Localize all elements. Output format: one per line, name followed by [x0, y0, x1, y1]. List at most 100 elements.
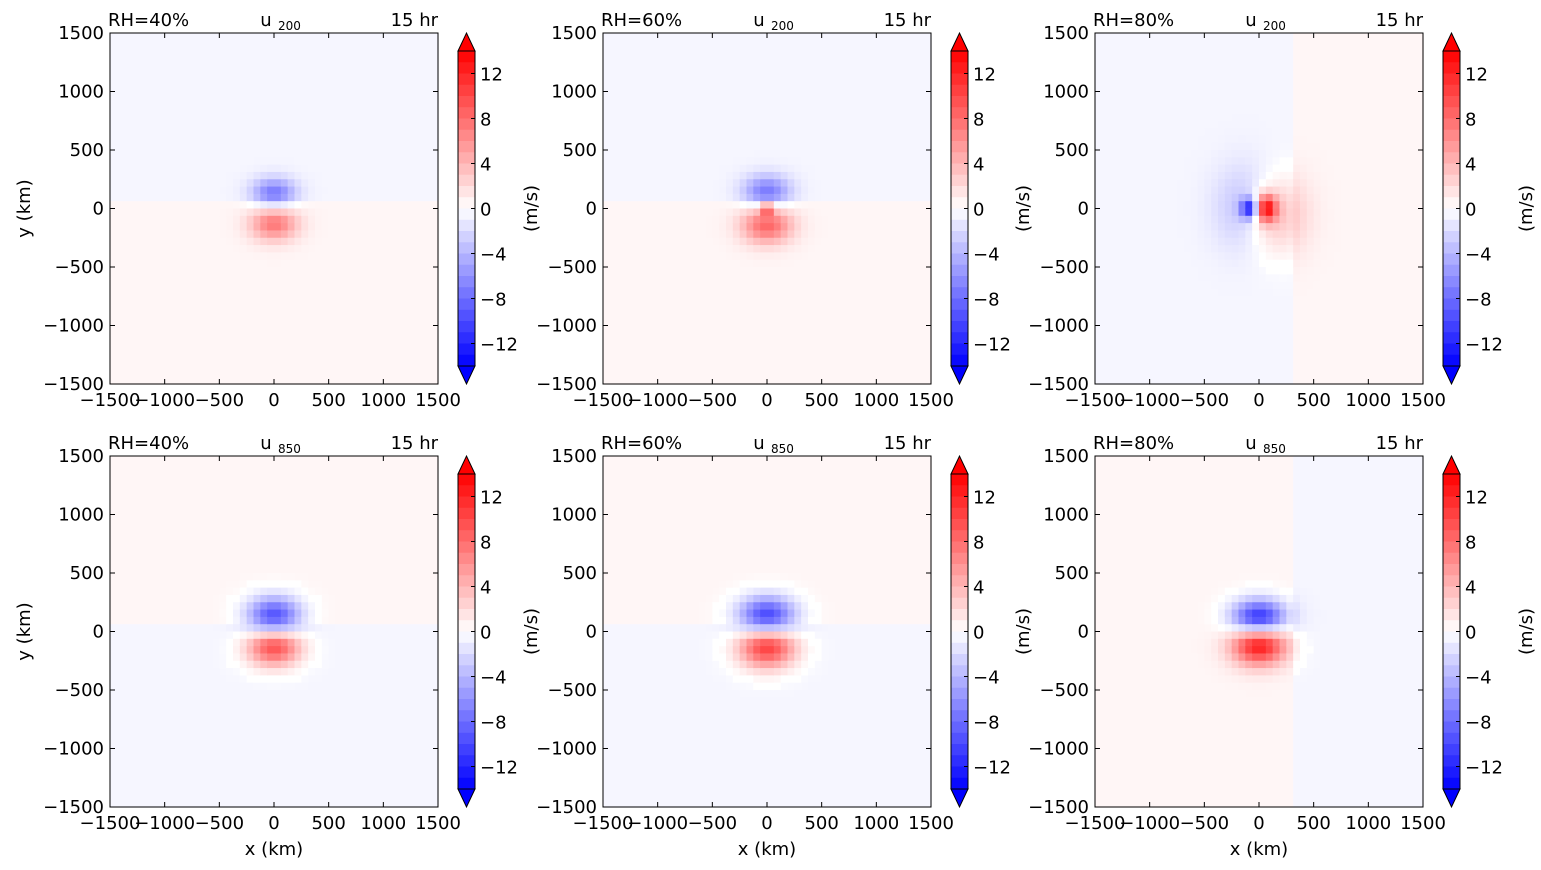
y-tick-label: −500	[1040, 680, 1089, 701]
x-tick-label: 0	[268, 390, 279, 411]
x-tick-label: 0	[1253, 813, 1264, 834]
colorbar-extend-min	[457, 365, 476, 386]
colorbar-tick-label: 12	[973, 65, 996, 86]
y-tick-label: 1000	[1043, 505, 1089, 526]
title-right: 15 hr	[1376, 10, 1424, 31]
colorbar-label-right: (m/s)	[1516, 608, 1537, 655]
title-left: RH=80%	[1093, 433, 1174, 454]
x-tick-label: 1500	[1400, 813, 1446, 834]
colorbar-tick-label: 12	[1465, 65, 1488, 86]
y-tick-label: 1500	[58, 446, 104, 467]
title-right: 15 hr	[1376, 433, 1424, 454]
colorbar-tick-label: −4	[1465, 245, 1492, 266]
x-tick-label: 1000	[1345, 813, 1391, 834]
title-subscript: 850	[771, 442, 794, 456]
x-tick-label: 1000	[1345, 390, 1391, 411]
colorbar-tick-label: −12	[973, 335, 1011, 356]
y-tick-label: −1000	[536, 316, 597, 337]
y-tick-label: 0	[586, 199, 597, 220]
x-tick-label: 0	[761, 813, 772, 834]
y-tick-label: −1000	[43, 316, 104, 337]
colorbar-tick-label: 4	[1465, 155, 1476, 176]
x-tick-label: −1000	[1119, 813, 1180, 834]
title-subscript: 850	[278, 442, 301, 456]
colorbar-tick-label: −4	[480, 245, 507, 266]
x-tick-label: 1500	[415, 813, 461, 834]
title-center: u	[753, 10, 764, 31]
colorbar: 12 8 4 0 −4 −8 −12	[1442, 31, 1503, 386]
panel-1: −1500−1000 −500 0 500 1000 1500150010005000−5…	[14, 10, 518, 411]
x-tick-label: −1000	[134, 813, 195, 834]
colorbar-tick-label: −4	[480, 668, 507, 689]
y-tick-label: 1500	[58, 23, 104, 44]
colorbar: 12 8 4 0 −4 −8 −12	[457, 454, 518, 809]
colorbar-tick-label: 0	[973, 623, 984, 644]
title-left: RH=80%	[1093, 10, 1174, 31]
colorbar-extend-min	[950, 365, 969, 386]
colorbar-extend-max	[1442, 31, 1461, 52]
colorbar-label: (m/s)	[1013, 608, 1034, 655]
title-center: u	[1245, 10, 1256, 31]
y-tick-label: −1500	[1028, 374, 1089, 395]
y-tick-label: −1500	[536, 797, 597, 818]
y-axis-label: y (km)	[14, 602, 35, 660]
x-tick-label: 1000	[360, 390, 406, 411]
y-tick-label: −500	[548, 257, 597, 278]
x-tick-label: −1000	[627, 813, 688, 834]
colorbar-tick-label: 8	[973, 110, 984, 131]
y-tick-label: 500	[70, 563, 104, 584]
x-tick-label: −1500	[80, 390, 141, 411]
x-tick-label: 1500	[908, 390, 954, 411]
title-left: RH=60%	[601, 433, 682, 454]
x-tick-label: −500	[195, 813, 244, 834]
x-tick-label: −1000	[134, 390, 195, 411]
x-tick-label: −1500	[1065, 813, 1126, 834]
colorbar-tick-label: 0	[973, 200, 984, 221]
colorbar-label: (m/s)	[521, 185, 542, 232]
colorbar-extend-min	[1442, 365, 1461, 386]
x-tick-label: 1000	[360, 813, 406, 834]
y-tick-label: −1000	[1028, 316, 1089, 337]
x-tick-label: −1500	[1065, 390, 1126, 411]
x-tick-label: 1500	[415, 390, 461, 411]
x-tick-label: 0	[268, 813, 279, 834]
colorbar-tick-label: 12	[973, 488, 996, 509]
title-right: 15 hr	[884, 10, 932, 31]
colorbar-tick-label: −12	[973, 758, 1011, 779]
colorbar-extend-max	[1442, 454, 1461, 475]
colorbar-tick-label: 0	[1465, 623, 1476, 644]
x-tick-label: 1000	[853, 813, 899, 834]
x-tick-label: 500	[1296, 390, 1330, 411]
x-tick-label: 0	[761, 390, 772, 411]
heatmap-field	[603, 456, 932, 808]
colorbar-extend-min	[950, 788, 969, 809]
title-subscript: 850	[1263, 442, 1286, 456]
colorbar-tick-label: −8	[480, 713, 507, 734]
title-right: 15 hr	[391, 10, 439, 31]
y-tick-label: −500	[55, 257, 104, 278]
title-center: u	[260, 433, 271, 454]
colorbar-tick-label: −4	[973, 245, 1000, 266]
y-tick-label: 500	[1055, 140, 1089, 161]
colorbar-extend-max	[950, 454, 969, 475]
panel-4: −1500−1000 −500 0 500 1000 1500150010005000−5…	[14, 433, 518, 860]
y-tick-label: 1000	[58, 505, 104, 526]
x-tick-label: −1500	[80, 813, 141, 834]
colorbar-tick-label: 4	[973, 155, 984, 176]
panel-5: −1500−1000 −500 0 500 1000 1500150010005000−5…	[521, 433, 1011, 860]
colorbar-tick-label: −12	[480, 758, 518, 779]
x-tick-label: −1500	[573, 813, 634, 834]
x-tick-label: −500	[1180, 390, 1229, 411]
colorbar-tick-label: −8	[1465, 713, 1492, 734]
y-tick-label: 0	[93, 622, 104, 643]
y-tick-label: 1500	[551, 446, 597, 467]
y-tick-label: 1000	[1043, 82, 1089, 103]
y-tick-label: 1500	[551, 23, 597, 44]
colorbar-tick-label: 12	[480, 488, 503, 509]
x-tick-label: 500	[804, 813, 838, 834]
y-tick-label: 0	[1078, 199, 1089, 220]
x-tick-label: −1000	[1119, 390, 1180, 411]
heatmap-field	[603, 33, 932, 385]
colorbar-tick-label: −4	[1465, 668, 1492, 689]
